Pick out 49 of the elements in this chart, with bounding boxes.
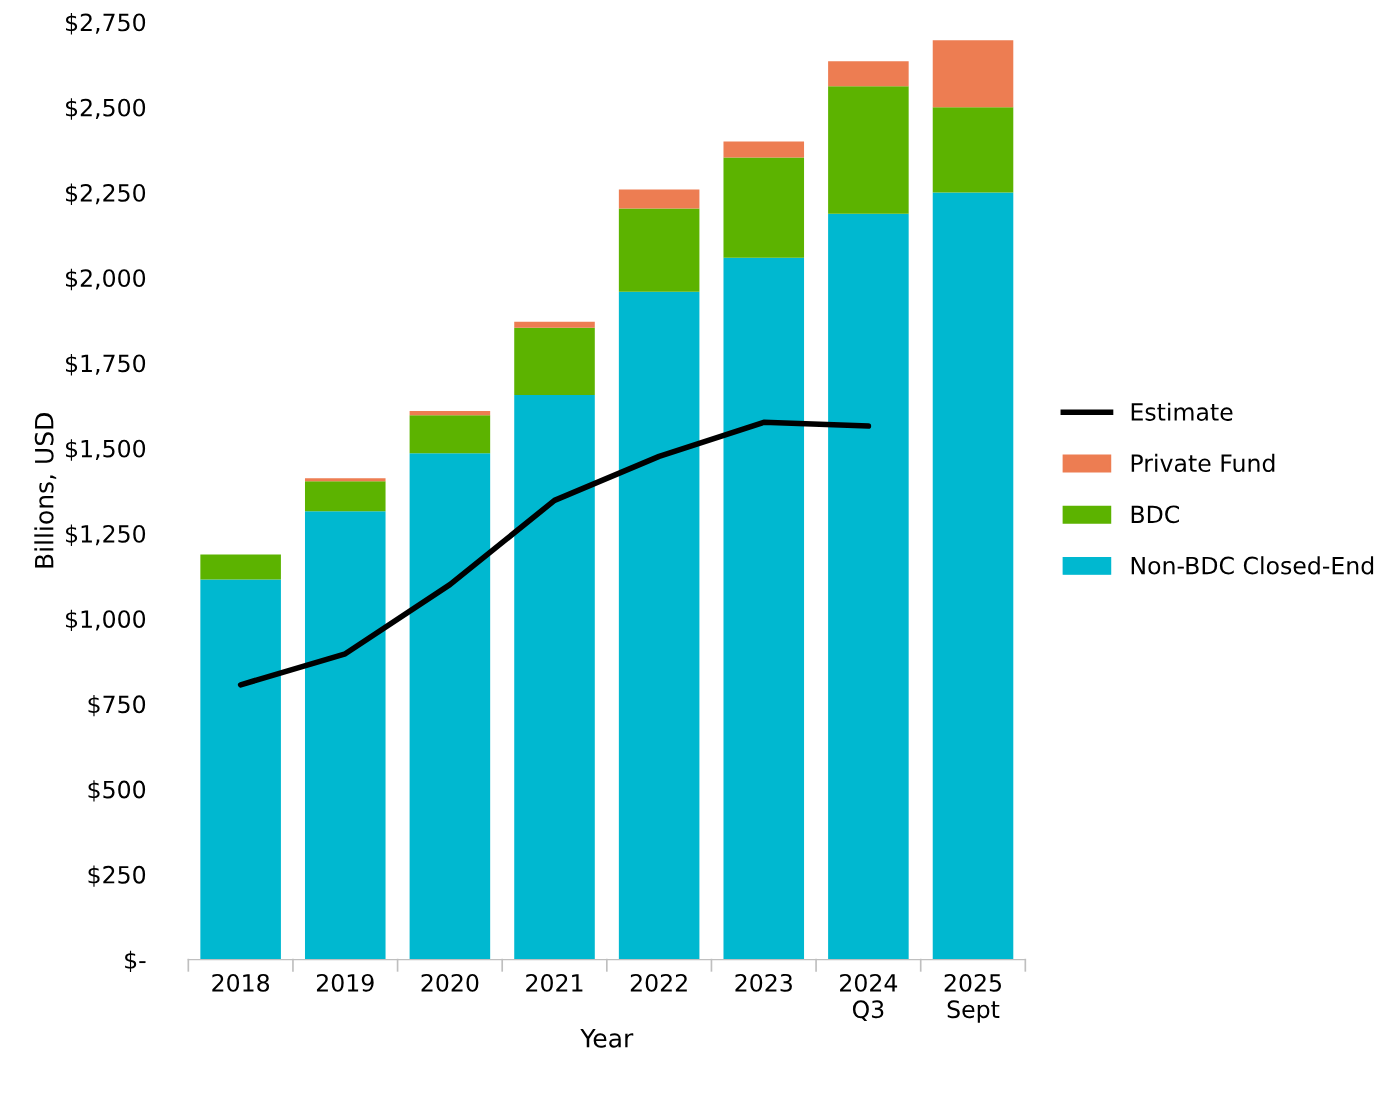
- x-tick-label: 2020: [421, 973, 479, 992]
- bar: [723, 257, 805, 960]
- legend-label: Non-BDC Closed-End: [1131, 556, 1374, 575]
- bar: [304, 481, 386, 512]
- bar: [723, 141, 805, 158]
- bar: [304, 478, 386, 482]
- bar: [828, 61, 909, 87]
- y-tick-label: $2,750: [66, 13, 146, 35]
- x-tick-label: 2022: [630, 973, 687, 992]
- y-tick-label: $1,250: [66, 524, 146, 546]
- x-tick-label: 2024 Q3: [840, 973, 898, 1021]
- y-tick-label: $1,000: [66, 609, 146, 632]
- bar: [514, 395, 595, 960]
- bar: [409, 453, 491, 960]
- bar: [514, 321, 595, 328]
- x-tick-label: 2021: [526, 973, 583, 992]
- y-tick-label: $750: [88, 694, 146, 717]
- y-tick-label: $2,000: [66, 268, 146, 291]
- bar: [618, 208, 700, 292]
- y-tick-label: $2,250: [66, 183, 146, 205]
- bar: [409, 411, 491, 416]
- x-tick-label: 2025 Sept: [944, 973, 1001, 1023]
- y-axis-title: Billions, USD: [34, 413, 57, 568]
- bar: [932, 192, 1014, 960]
- bar: [723, 157, 805, 258]
- y-tick-label: $2,500: [66, 98, 146, 120]
- bar: [618, 189, 700, 209]
- legend-label: BDC: [1131, 505, 1180, 524]
- legend-label: Private Fund: [1131, 453, 1275, 473]
- bar: [932, 40, 1014, 108]
- bar: [200, 554, 281, 580]
- y-tick-label: $250: [88, 865, 146, 887]
- x-axis-title: Year: [580, 1029, 634, 1048]
- bar: [828, 86, 909, 214]
- bar: [514, 327, 595, 396]
- legend-label: Estimate: [1131, 402, 1233, 421]
- y-tick-label: $500: [88, 780, 146, 802]
- bar: [828, 213, 909, 960]
- x-tick-label: 2023: [735, 973, 792, 992]
- x-tick-label: 2019: [316, 973, 374, 992]
- y-tick-label: $1,750: [66, 354, 146, 376]
- bar: [304, 511, 386, 960]
- x-tick-label: 2018: [212, 973, 270, 992]
- y-tick-label: $1,500: [66, 439, 146, 461]
- bar: [409, 415, 491, 454]
- bar: [932, 107, 1014, 193]
- bar: [200, 579, 281, 960]
- y-tick-label: $-: [125, 950, 146, 973]
- bar: [618, 291, 700, 960]
